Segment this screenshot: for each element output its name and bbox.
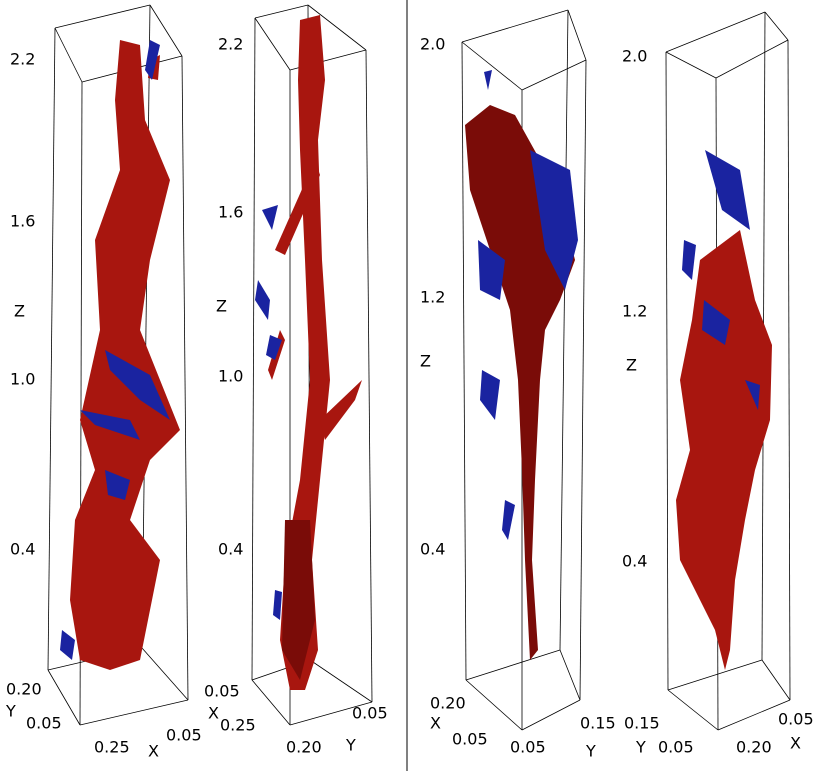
- base-label: X: [208, 704, 219, 723]
- z-tick-label: 1.6: [218, 203, 243, 222]
- isosurface: [676, 150, 772, 670]
- z-tick-label: 1.2: [420, 288, 445, 307]
- base-label: 0.15: [580, 714, 616, 733]
- base-label: 0.20: [736, 738, 772, 757]
- z-tick-label: 1.0: [218, 367, 243, 386]
- base-label: Y: [585, 742, 596, 761]
- z-label: Z: [216, 297, 227, 316]
- z-tick-label: 1.2: [622, 302, 647, 321]
- z-label: Z: [14, 302, 25, 321]
- z-tick-label: 1.0: [10, 370, 35, 389]
- base-label: 0.20: [430, 694, 466, 713]
- z-tick-label: 0.4: [10, 540, 35, 559]
- z-tick-label: 0.4: [420, 540, 445, 559]
- base-label: 0.05: [778, 710, 814, 729]
- z-tick-label: 2.0: [622, 47, 647, 66]
- base-label: 0.15: [624, 714, 660, 733]
- base-label: 0.05: [204, 682, 240, 701]
- isosurface: [60, 40, 180, 670]
- z-tick-label: 0.4: [218, 540, 243, 559]
- base-label: Y: [345, 736, 356, 755]
- z-tick-label: 2.2: [218, 35, 243, 54]
- base-label: Y: [635, 738, 646, 757]
- base-label: 0.25: [220, 716, 256, 735]
- base-label: 0.20: [286, 738, 322, 757]
- z-tick-label: 1.6: [10, 212, 35, 231]
- isosurface: [255, 15, 362, 690]
- z-label: Z: [420, 352, 431, 371]
- base-label: 0.05: [166, 726, 202, 745]
- base-label: X: [148, 742, 159, 761]
- base-label: 0.05: [26, 714, 62, 733]
- base-label: 0.05: [510, 738, 546, 757]
- z-label: Z: [626, 356, 637, 375]
- base-label: 0.05: [658, 738, 694, 757]
- base-label: X: [430, 714, 441, 733]
- base-label: 0.05: [452, 730, 488, 749]
- base-label: Y: [5, 702, 16, 721]
- base-label: 0.05: [352, 704, 388, 723]
- isosurface: [465, 70, 578, 660]
- z-tick-label: 2.0: [420, 35, 445, 54]
- z-tick-label: 2.2: [10, 50, 35, 69]
- base-label: 0.20: [6, 680, 42, 699]
- base-label: 0.25: [94, 738, 130, 757]
- z-tick-label: 0.4: [622, 552, 647, 571]
- base-label: X: [790, 734, 801, 753]
